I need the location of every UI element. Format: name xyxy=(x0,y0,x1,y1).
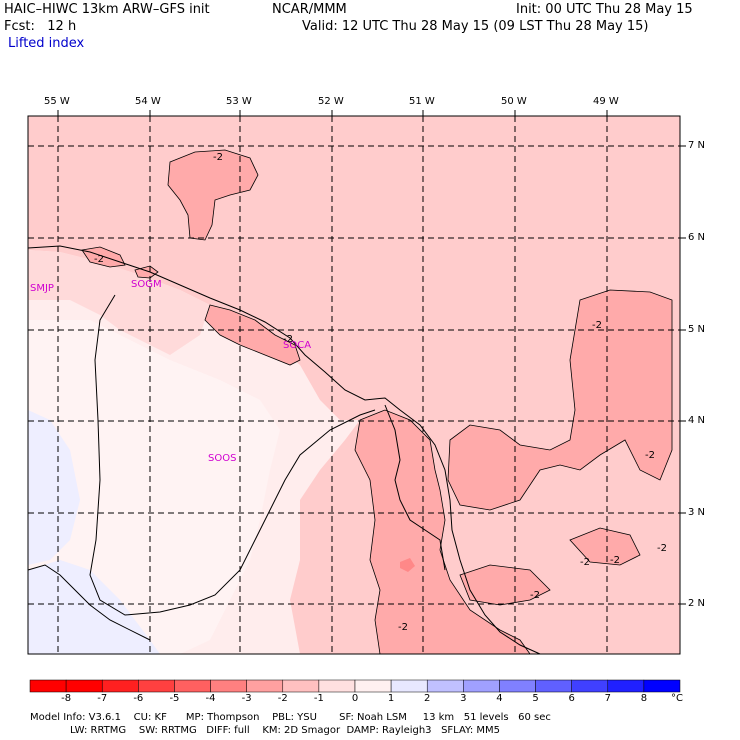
colorbar-tick-label: 7 xyxy=(604,693,611,704)
lon-label: 54 W xyxy=(135,96,161,107)
colorbar-swatch xyxy=(571,679,609,693)
colorbar-swatch xyxy=(29,679,67,693)
border-french-guiana xyxy=(384,404,446,571)
contour-label: -2 xyxy=(283,334,293,345)
colorbar-tick-label: 5 xyxy=(532,693,539,704)
dark-blob-east xyxy=(447,289,673,511)
colorbar-swatch xyxy=(174,679,211,693)
lat-label: 6 N xyxy=(688,232,706,243)
dark-blob-delta xyxy=(354,409,531,655)
dark-spot-inland xyxy=(400,558,415,572)
colorbar-swatch xyxy=(535,679,572,693)
colorbar-tick-label: -5 xyxy=(169,693,180,704)
bluish-region-upper xyxy=(28,410,80,565)
colorbar-tick-label: -7 xyxy=(97,693,108,704)
lat-label: 3 N xyxy=(688,507,706,518)
colorbar-swatch xyxy=(65,679,103,693)
lon-label: 52 W xyxy=(318,96,344,107)
dark-blob-far-southeast xyxy=(569,527,641,566)
border-guyana-suriname xyxy=(89,294,376,616)
model-title: HAIC–HIWC 13km ARW–GFS init xyxy=(4,2,210,17)
valid-time: Valid: 12 UTC Thu 28 May 15 (09 LST Thu … xyxy=(302,19,649,34)
colorbar-tick-label: -2 xyxy=(277,693,288,704)
graticule xyxy=(28,116,680,654)
station-label-sogm: SOGM xyxy=(131,279,162,290)
lon-label: 49 W xyxy=(593,96,619,107)
contour-label: -2 xyxy=(610,555,620,566)
forecast-hour: Fcst: 12 h xyxy=(4,19,77,34)
station-label-soca: SOCA xyxy=(283,340,312,351)
init-time: Init: 00 UTC Thu 28 May 15 xyxy=(516,2,693,17)
tick-marks xyxy=(57,110,686,605)
lon-label: 50 W xyxy=(501,96,527,107)
colorbar-swatch xyxy=(463,679,500,693)
dark-blob-north xyxy=(167,149,259,241)
colorbar-swatch xyxy=(101,679,139,693)
colorbar-tick-label: -4 xyxy=(205,693,216,704)
model-info-line2: LW: RRTMG SW: RRTMG DIFF: full KM: 2D Sm… xyxy=(70,725,500,736)
contour-label: -2 xyxy=(592,320,602,331)
colorbar-tick-label: -1 xyxy=(313,693,324,704)
colorbar xyxy=(29,679,681,693)
contour-label: -2 xyxy=(213,152,223,163)
colorbar-tick-label: 3 xyxy=(460,693,467,704)
colorbar-swatch xyxy=(643,679,681,693)
contour-label: -2 xyxy=(657,543,667,554)
station-label-smjp: SMJP xyxy=(30,283,54,294)
colorbar-swatch xyxy=(499,679,536,693)
org-label: NCAR/MMM xyxy=(272,2,347,17)
contour-label: -2 xyxy=(398,622,408,633)
colorbar-tick-label: 1 xyxy=(387,693,395,704)
colorbar-swatch xyxy=(210,679,247,693)
lat-label: 5 N xyxy=(688,324,706,335)
contour-label: -2 xyxy=(580,557,590,568)
model-info-line1: Model Info: V3.6.1 CU: KF MP: Thompson P… xyxy=(30,712,551,723)
lon-label: 51 W xyxy=(409,96,435,107)
lon-label: 53 W xyxy=(226,96,252,107)
colorbar-swatch xyxy=(607,679,645,693)
contour-label: -2 xyxy=(530,590,540,601)
colorbar-swatch xyxy=(426,679,464,693)
colorbar-swatch xyxy=(354,679,392,693)
colorbar-tick-label: -6 xyxy=(133,693,144,704)
colorbar-unit: °C xyxy=(671,693,683,704)
border-southwest xyxy=(27,564,151,641)
contour-label: -2 xyxy=(94,254,104,265)
lat-label: 4 N xyxy=(688,415,706,426)
colorbar-swatch xyxy=(282,679,320,693)
lon-label: 55 W xyxy=(44,96,70,107)
lat-label: 7 N xyxy=(688,140,706,151)
colorbar-tick-label: 2 xyxy=(424,693,431,704)
contour-label: -2 xyxy=(645,450,655,461)
field-name: Lifted index xyxy=(8,36,85,51)
coastline xyxy=(27,245,541,655)
colorbar-swatch xyxy=(138,679,175,693)
bluish-region-lower xyxy=(28,560,160,654)
colorbar-swatch xyxy=(390,679,428,693)
colorbar-tick-label: 6 xyxy=(568,693,575,704)
map-frame xyxy=(27,115,681,655)
station-label-soos: SOOS xyxy=(208,453,237,464)
colorbar-swatch xyxy=(246,679,284,693)
colorbar-tick-label: 0 xyxy=(351,693,359,704)
colorbar-swatch xyxy=(318,679,356,693)
colorbar-tick-label: 4 xyxy=(496,693,503,704)
dark-blob-coast xyxy=(204,304,301,366)
colorbar-tick-label: -8 xyxy=(61,693,72,704)
colorbar-tick-label: -3 xyxy=(241,693,252,704)
colorbar-tick-label: 8 xyxy=(640,693,648,704)
dark-blob-southeast xyxy=(459,564,551,606)
mid-land-region xyxy=(28,250,210,355)
lat-label: 2 N xyxy=(688,598,706,609)
map-top-strip xyxy=(28,116,680,134)
